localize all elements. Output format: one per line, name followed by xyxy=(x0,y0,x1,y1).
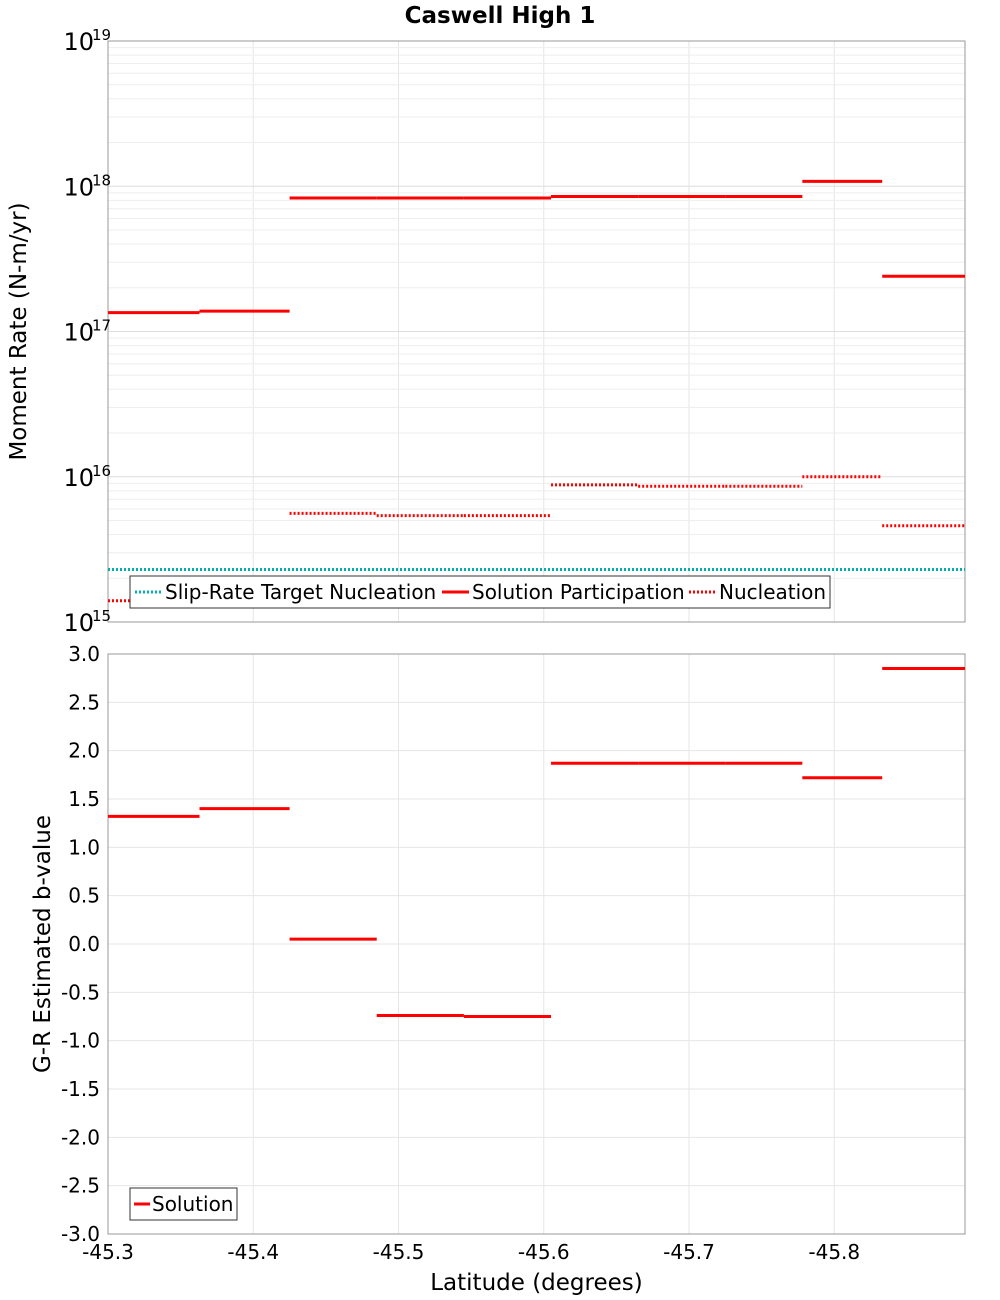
top-legend: Slip-Rate Target Nucleation Solution Part… xyxy=(129,575,831,609)
legend-label-solution: Solution xyxy=(152,1192,233,1216)
top-y-tick-label-18: 10 xyxy=(63,173,94,201)
bottom-y-tick-label: -1.0 xyxy=(61,1029,100,1053)
legend-label-solution-participation: Solution Participation xyxy=(472,580,685,604)
top-plot-frame xyxy=(107,40,966,623)
bottom-y-tick-label: 2.0 xyxy=(68,739,100,763)
top-y-tick-label-16: 10 xyxy=(63,464,94,492)
top-y-tick-label-17: 10 xyxy=(63,319,94,347)
top-y-tick-exponent-18: 18 xyxy=(92,171,111,189)
bottom-y-tick-label: -3.0 xyxy=(61,1222,100,1246)
top-y-tick-label-15: 10 xyxy=(63,609,94,637)
b-value-panel: 3.0 2.5 2.0 1.5 1.0 0.5 0.0 -0.5 -1.0 -1.5 -2.0 -2.… xyxy=(30,642,966,1296)
bottom-y-tick-label: 2.5 xyxy=(68,690,100,714)
top-y-tick-exponent-15: 15 xyxy=(92,607,111,625)
bottom-y-tick-label: -0.5 xyxy=(61,980,100,1004)
chart-title: Caswell High 1 xyxy=(405,3,596,29)
top-y-tick-exponent-16: 16 xyxy=(92,462,111,480)
bottom-y-tick-label: 0.0 xyxy=(68,932,100,956)
x-tick-label: -45.8 xyxy=(808,1240,860,1264)
bottom-y-tick-label: 1.5 xyxy=(68,787,100,811)
x-tick-label: -45.5 xyxy=(373,1240,425,1264)
bottom-legend: Solution xyxy=(129,1187,238,1221)
bottom-y-tick-label: -2.0 xyxy=(61,1125,100,1149)
x-tick-label: -45.6 xyxy=(518,1240,570,1264)
top-y-axis-title: Moment Rate (N-m/yr) xyxy=(6,202,32,460)
bottom-y-tick-label: 0.5 xyxy=(68,884,100,908)
bottom-y-tick-label: 1.0 xyxy=(68,835,100,859)
x-tick-label: -45.4 xyxy=(227,1240,279,1264)
x-tick-label: -45.7 xyxy=(663,1240,715,1264)
x-tick-label: -45.3 xyxy=(82,1240,134,1264)
bottom-y-tick-label: -2.5 xyxy=(61,1174,100,1198)
top-y-tick-label-19: 10 xyxy=(63,28,94,56)
x-axis-title: Latitude (degrees) xyxy=(430,1270,643,1296)
legend-label-nucleation: Nucleation xyxy=(719,580,826,604)
bottom-y-tick-label: 3.0 xyxy=(68,642,100,666)
legend-label-slip-rate-target-nucleation: Slip-Rate Target Nucleation xyxy=(165,580,436,604)
bottom-plot-frame xyxy=(107,653,966,1235)
top-y-tick-exponent-17: 17 xyxy=(92,317,111,335)
top-y-tick-exponent-19: 19 xyxy=(92,26,111,44)
bottom-y-axis-title: G-R Estimated b-value xyxy=(30,815,56,1073)
bottom-y-tick-label: -1.5 xyxy=(61,1077,100,1101)
